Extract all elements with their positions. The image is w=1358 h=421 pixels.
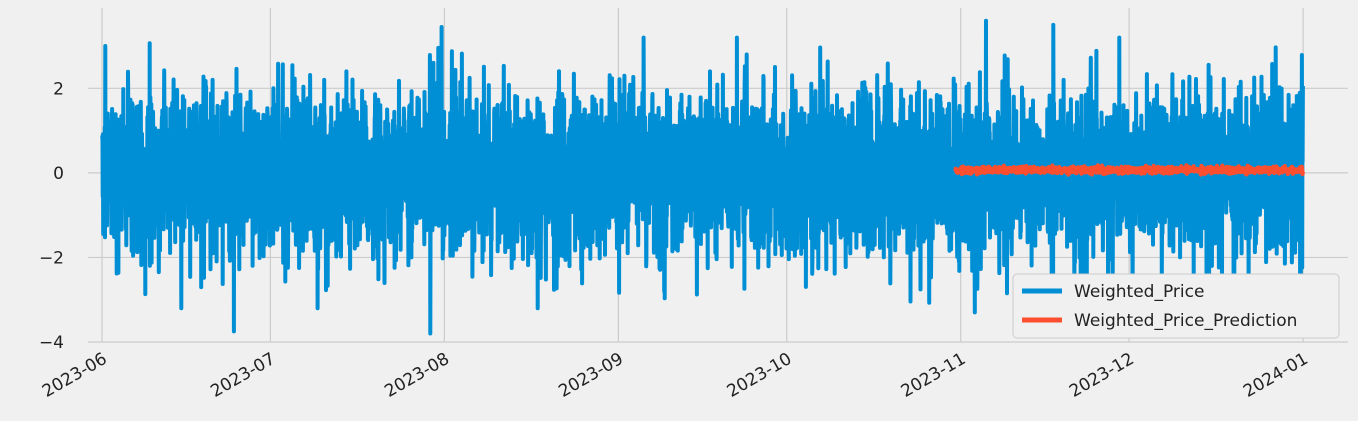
plot-area xyxy=(100,18,1305,336)
legend-label-weighted-price-prediction: Weighted_Price_Prediction xyxy=(1074,311,1297,331)
legend-label-weighted-price: Weighted_Price xyxy=(1074,282,1204,302)
legend-box xyxy=(1012,273,1340,339)
y-tick-label: −2 xyxy=(39,248,64,268)
y-tick-label: −4 xyxy=(39,333,64,353)
y-tick-label: 2 xyxy=(53,79,64,99)
legend: Weighted_Price Weighted_Price_Prediction xyxy=(1012,273,1340,339)
y-tick-label: 0 xyxy=(53,164,64,184)
series-line-weighted-price xyxy=(100,18,1305,336)
y-axis: 2 0 −2 −4 xyxy=(39,79,64,353)
series-line-weighted-price-prediction xyxy=(953,163,1305,177)
